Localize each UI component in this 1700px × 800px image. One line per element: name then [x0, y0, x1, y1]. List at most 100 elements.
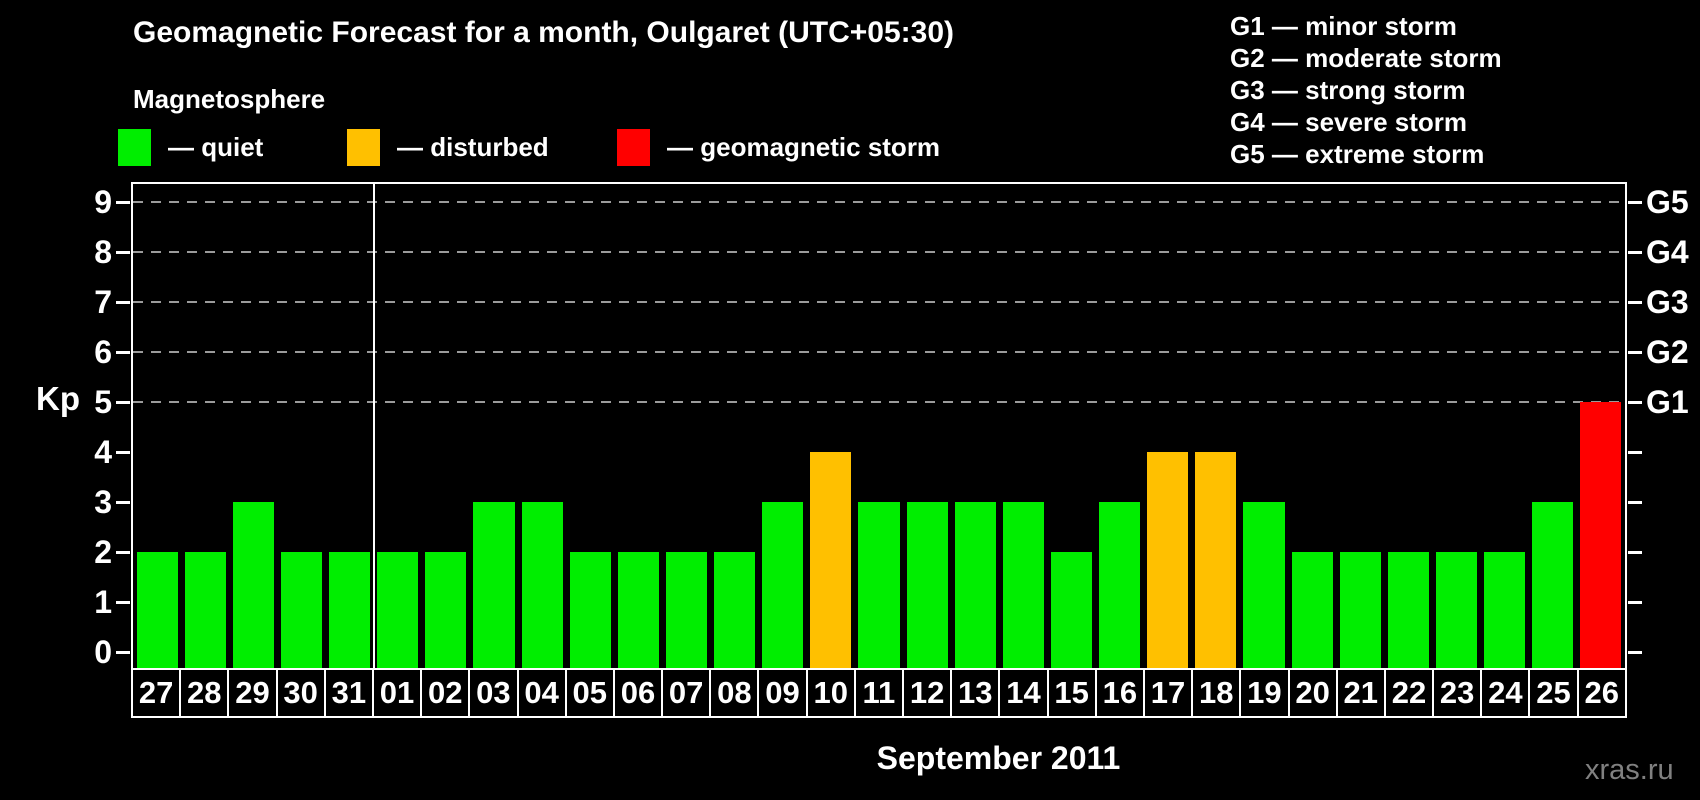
y-axis-label-7: 7	[94, 284, 112, 320]
day-label-07: 07	[661, 670, 710, 716]
bar-day-28	[184, 552, 226, 668]
day-label-21: 21	[1335, 670, 1384, 716]
y-axis-tick-right-0	[1628, 651, 1642, 654]
bar-day-25	[1532, 502, 1574, 668]
legend-label-storm: — geomagnetic storm	[667, 131, 941, 162]
day-label-05: 05	[564, 670, 613, 716]
bar-day-04	[521, 502, 563, 668]
day-label-11: 11	[853, 670, 902, 716]
disturbed-color-swatch-icon	[347, 128, 380, 166]
y-axis-label-6: 6	[94, 334, 112, 370]
y-axis-label-9: 9	[94, 184, 112, 220]
bar-day-05	[569, 552, 611, 668]
bar-day-12	[906, 502, 948, 668]
bar-day-01	[377, 552, 419, 668]
right-axis-label-g3: G3	[1646, 284, 1689, 320]
right-axis-label-g4: G4	[1646, 234, 1689, 270]
day-label-06: 06	[612, 670, 662, 716]
bar-day-23	[1435, 552, 1478, 668]
y-axis-tick-right-5	[1628, 401, 1642, 404]
bar-day-06	[617, 552, 659, 668]
gridline-kp-5	[133, 401, 1625, 403]
bar-day-27	[136, 552, 178, 668]
storm-color-swatch-icon	[617, 128, 650, 166]
bar-day-16	[1099, 502, 1141, 668]
storm-scale-g2: G2 — moderate storm	[1230, 43, 1502, 73]
day-label-14: 14	[998, 670, 1047, 716]
y-axis-tick-right-4	[1628, 451, 1642, 454]
day-label-28: 28	[179, 670, 228, 716]
day-label-30: 30	[275, 670, 324, 716]
quiet-color-swatch-icon	[118, 128, 151, 166]
y-axis-label-3: 3	[94, 484, 112, 520]
month-separator-line	[372, 184, 375, 668]
gridline-kp-8	[133, 251, 1625, 253]
bar-day-15	[1050, 552, 1093, 668]
gridline-kp-9	[133, 201, 1625, 203]
y-axis-tick-left-9	[116, 201, 130, 204]
plot-area	[133, 184, 1625, 668]
legend-label-quiet: — quiet	[168, 131, 264, 162]
right-axis-label-g1: G1	[1646, 384, 1689, 420]
x-axis-title: September 2011	[876, 740, 1121, 776]
y-axis-label-4: 4	[94, 434, 112, 470]
day-label-25: 25	[1528, 670, 1577, 716]
day-label-29: 29	[227, 670, 276, 716]
y-axis-tick-right-9	[1628, 201, 1642, 204]
bar-day-11	[858, 502, 900, 668]
bar-day-29	[232, 502, 274, 668]
legend-item-quiet: — quiet	[118, 128, 263, 166]
x-axis-day-labels: 27 28 29 30 31 01 02 03 04 05 06 07 08 09 10 11 12 13 14 15…	[131, 668, 1627, 718]
y-axis-label-0: 0	[94, 634, 112, 670]
day-label-22: 22	[1383, 670, 1433, 716]
legend-item-disturbed: — disturbed	[347, 128, 549, 166]
magnetosphere-legend-heading: Magnetosphere	[133, 84, 326, 114]
bar-day-31	[329, 552, 371, 668]
day-label-01: 01	[371, 670, 421, 716]
y-axis-label-2: 2	[94, 534, 112, 570]
bar-day-19	[1243, 502, 1285, 668]
day-label-31: 31	[323, 670, 372, 716]
y-axis-title: Kp	[36, 380, 80, 417]
y-axis-tick-left-6	[116, 351, 130, 354]
storm-scale-g1: G1 — minor storm	[1230, 11, 1457, 41]
y-axis-tick-right-8	[1628, 251, 1642, 254]
storm-scale-legend: G1 — minor storm G2 — moderate storm G3 …	[1230, 10, 1502, 170]
y-axis-tick-left-2	[116, 551, 130, 554]
bar-day-26	[1580, 402, 1622, 668]
day-label-13: 13	[950, 670, 999, 716]
gridline-kp-7	[133, 301, 1625, 303]
y-axis-tick-right-1	[1628, 601, 1642, 604]
bar-day-03	[473, 502, 515, 668]
day-label-23: 23	[1432, 670, 1481, 716]
legend-item-storm: — geomagnetic storm	[617, 128, 940, 166]
legend-label-disturbed: — disturbed	[397, 131, 549, 162]
day-label-02: 02	[420, 670, 469, 716]
y-axis-tick-left-4	[116, 451, 130, 454]
page-title: Geomagnetic Forecast for a month, Oulgar…	[133, 16, 955, 49]
day-label-17: 17	[1142, 670, 1192, 716]
bar-day-17	[1147, 452, 1189, 668]
bar-day-02	[425, 552, 467, 668]
right-axis-label-g2: G2	[1646, 334, 1689, 370]
day-label-18: 18	[1191, 670, 1240, 716]
day-label-15: 15	[1046, 670, 1095, 716]
y-axis-tick-left-3	[116, 501, 130, 504]
day-label-16: 16	[1094, 670, 1143, 716]
day-label-20: 20	[1287, 670, 1336, 716]
gridline-kp-6	[133, 351, 1625, 353]
bar-day-18	[1195, 452, 1237, 668]
bar-day-08	[714, 552, 756, 668]
bar-day-24	[1484, 552, 1526, 668]
bar-day-10	[810, 452, 852, 668]
day-label-10: 10	[805, 670, 854, 716]
y-axis-label-5: 5	[94, 384, 112, 420]
storm-scale-g3: G3 — strong storm	[1230, 75, 1466, 105]
bar-day-20	[1291, 552, 1333, 668]
bar-day-22	[1387, 552, 1429, 668]
bar-day-14	[1002, 502, 1044, 668]
day-label-26: 26	[1576, 670, 1625, 716]
bar-day-21	[1339, 552, 1381, 668]
day-label-12: 12	[902, 670, 951, 716]
day-label-27: 27	[133, 670, 180, 716]
